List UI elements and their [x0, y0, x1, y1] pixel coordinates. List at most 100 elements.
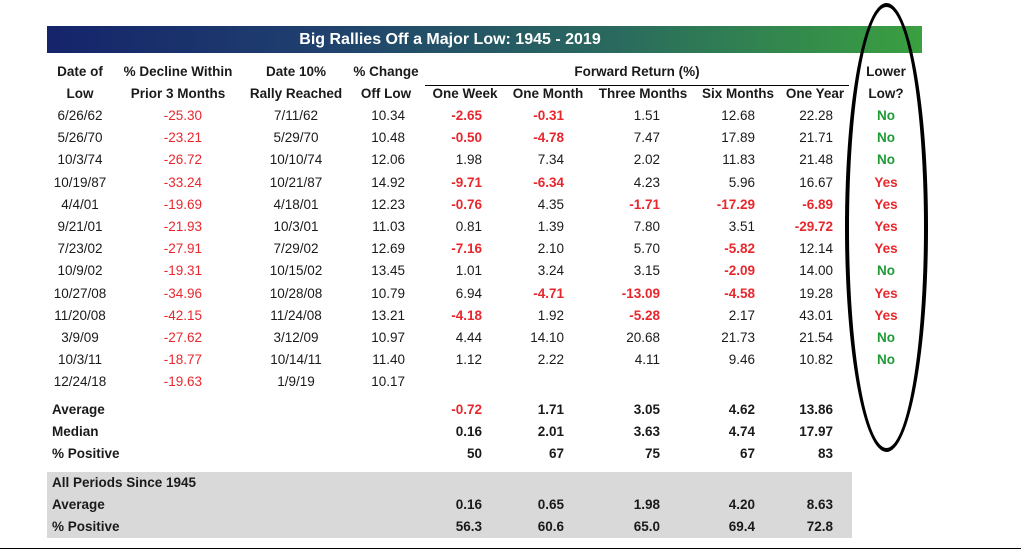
cell-return-m3: 7.80 — [633, 219, 660, 234]
cell-change-off-low: 10.48 — [371, 130, 405, 146]
summary-y1: 83 — [817, 446, 833, 461]
cell-date-10: 10/10/74 — [269, 152, 323, 168]
header-date-of-low: Date of — [57, 64, 103, 79]
all-periods-y1: 72.8 — [806, 519, 833, 534]
cell-return-m3: -1.71 — [629, 196, 660, 212]
all-periods-m1: 0.65 — [537, 497, 564, 512]
cell-decline: -34.96 — [163, 285, 202, 301]
cell-return-m6: -4.58 — [724, 285, 755, 301]
cell-date-of-low: 4/4/01 — [61, 196, 99, 212]
cell-return-m3: 3.15 — [633, 263, 660, 279]
cell-return-w1: 6.94 — [455, 285, 482, 301]
cell-return-m3: -5.28 — [629, 307, 660, 323]
cell-change-off-low: 12.06 — [371, 152, 405, 168]
cell-return-m6: 9.46 — [728, 352, 755, 368]
cell-return-y1: -6.89 — [802, 196, 833, 212]
cell-decline: -18.77 — [163, 352, 202, 368]
header-decline: Prior 3 Months — [130, 86, 226, 101]
summary-m6: 67 — [739, 446, 755, 461]
cell-return-m1: 3.24 — [537, 263, 564, 279]
cell-return-m3: 4.11 — [634, 352, 660, 368]
cell-change-off-low: 10.17 — [371, 374, 405, 390]
summary-m3: 75 — [644, 446, 660, 461]
cell-decline: -27.91 — [163, 241, 202, 257]
cell-change-off-low: 11.40 — [372, 352, 405, 368]
cell-return-m6: -5.82 — [724, 241, 755, 257]
all-periods-m6: 69.4 — [728, 519, 755, 534]
cell-decline: -33.24 — [163, 174, 202, 190]
cell-return-m1: 2.10 — [537, 241, 564, 257]
all-periods-heading: All Periods Since 1945 — [52, 475, 197, 490]
all-periods-y1: 8.63 — [806, 497, 833, 512]
all-periods-m1: 60.6 — [537, 519, 564, 534]
cell-change-off-low: 12.23 — [371, 196, 405, 212]
cell-return-w1: 4.44 — [455, 330, 482, 345]
cell-return-m6: 12.68 — [721, 108, 755, 123]
cell-change-off-low: 14.92 — [371, 174, 405, 190]
cell-return-m1: -6.34 — [533, 174, 564, 190]
cell-date-10: 5/29/70 — [273, 130, 319, 146]
cell-return-w1: -0.76 — [451, 196, 482, 212]
summary-m6: 4.74 — [728, 424, 755, 439]
cell-return-w1: 1.98 — [455, 152, 482, 168]
cell-return-m3: -13.09 — [621, 285, 660, 301]
cell-decline: -27.62 — [163, 330, 202, 345]
summary-m1: 2.01 — [537, 424, 564, 439]
cell-return-m1: 4.35 — [537, 196, 564, 212]
cell-return-y1: 43.01 — [799, 307, 833, 323]
cell-date-of-low: 10/3/11 — [57, 352, 103, 368]
header-one-week: One Week — [432, 86, 498, 101]
all-periods-background — [47, 472, 852, 538]
table-title: Big Rallies Off a Major Low: 1945 - 2019 — [299, 31, 601, 48]
cell-decline: -25.30 — [163, 108, 202, 123]
cell-return-m1: 2.22 — [537, 352, 564, 368]
cell-return-w1: -7.16 — [451, 241, 482, 257]
header-decline: % Decline Within — [123, 64, 233, 79]
all-periods-w1: 0.16 — [455, 497, 482, 512]
cell-date-of-low: 10/27/08 — [53, 285, 107, 301]
cell-return-m6: 11.83 — [722, 152, 755, 168]
cell-date-10: 10/14/11 — [270, 352, 322, 368]
cell-return-m3: 7.47 — [633, 130, 660, 146]
cell-return-w1: -2.65 — [451, 108, 482, 123]
summary-y1: 17.97 — [799, 424, 833, 439]
lower-low-highlight-ellipse — [845, 3, 928, 452]
cell-return-m3: 2.02 — [633, 152, 660, 168]
header-one-year: One Year — [785, 86, 845, 101]
cell-date-10: 1/9/19 — [277, 374, 315, 390]
cell-return-m1: 1.39 — [537, 219, 564, 234]
cell-return-m1: 1.92 — [537, 307, 564, 323]
cell-decline: -42.15 — [163, 307, 202, 323]
cell-return-w1: 0.81 — [455, 219, 482, 234]
cell-date-of-low: 11/20/08 — [54, 307, 106, 323]
cell-date-of-low: 7/23/02 — [57, 241, 103, 257]
cell-return-y1: 21.71 — [799, 130, 833, 146]
cell-date-of-low: 6/26/62 — [57, 108, 103, 123]
cell-date-10: 4/18/01 — [273, 196, 319, 212]
cell-return-m3: 1.51 — [633, 108, 660, 123]
cell-return-m6: 3.51 — [728, 219, 755, 234]
cell-return-m6: 17.89 — [721, 130, 755, 146]
cell-return-y1: 16.67 — [799, 174, 833, 190]
cell-change-off-low: 10.34 — [371, 108, 405, 123]
cell-return-y1: 14.00 — [799, 263, 833, 279]
cell-return-y1: 19.28 — [799, 285, 833, 301]
header-change-off-low: % Change — [353, 64, 419, 79]
cell-date-10: 3/12/09 — [273, 330, 319, 345]
cell-return-m6: -17.29 — [716, 196, 755, 212]
summary-m6: 4.62 — [728, 402, 755, 417]
cell-decline: -19.69 — [163, 196, 202, 212]
cell-date-10: 7/29/02 — [273, 241, 319, 257]
cell-date-of-low: 10/3/74 — [57, 152, 103, 168]
bottom-border — [0, 548, 1021, 549]
header-forward-return: Forward Return (%) — [574, 64, 700, 79]
header-date-10: Rally Reached — [249, 86, 343, 101]
cell-return-y1: 21.54 — [799, 330, 833, 345]
header-date-10: Date 10% — [265, 64, 327, 79]
cell-return-w1: -0.50 — [451, 130, 482, 146]
title-banner: Big Rallies Off a Major Low: 1945 - 2019 — [47, 26, 922, 53]
cell-change-off-low: 13.45 — [371, 263, 405, 279]
cell-decline: -21.93 — [163, 219, 202, 234]
summary-label: Average — [52, 402, 105, 417]
summary-w1: -0.72 — [451, 402, 482, 417]
